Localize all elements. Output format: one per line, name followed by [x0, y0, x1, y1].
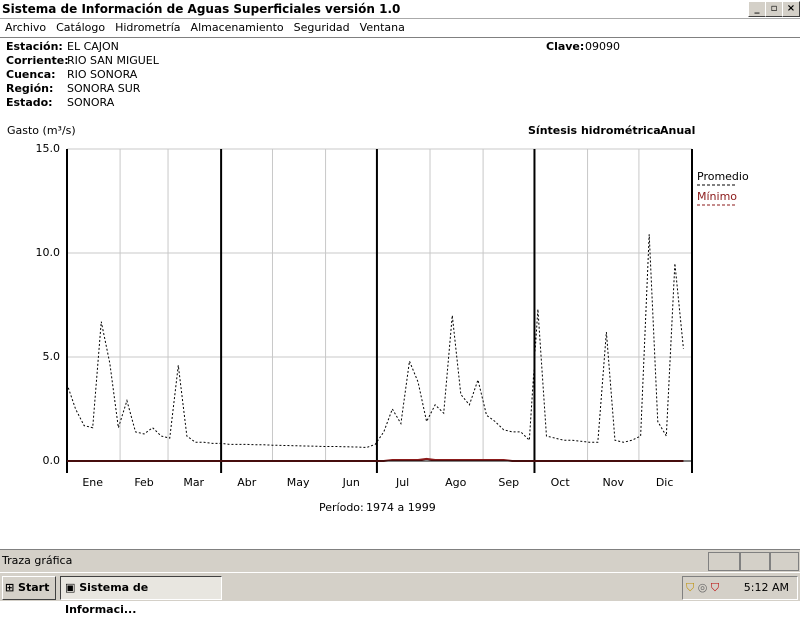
y-tick-label: 10.0: [36, 246, 61, 259]
title-bar: Sistema de Información de Aguas Superfic…: [0, 0, 800, 19]
status-bar: Traza gráfica: [0, 549, 800, 572]
subtitle: Síntesis hidrométrica: [528, 124, 661, 137]
x-tick-label: May: [287, 476, 310, 489]
tray: ⛉ ◎ ⛉ 5:12 AM: [682, 576, 798, 600]
field-value: RIO SAN MIGUEL: [67, 54, 160, 67]
field-label: Estación:: [6, 40, 63, 53]
task-label: Sistema de Informaci...: [65, 581, 149, 616]
x-tick-label: Ago: [445, 476, 467, 489]
task-button[interactable]: ▣ Sistema de Informaci...: [60, 576, 222, 616]
minimize-button[interactable]: _: [748, 1, 766, 17]
x-tick-label: Nov: [602, 476, 624, 489]
menu-item[interactable]: Archivo: [5, 21, 47, 34]
field-label: Región:: [6, 82, 53, 95]
y-axis-label: Gasto (m³/s): [7, 124, 76, 137]
period-label: Período:: [319, 501, 364, 514]
y-tick-label: 0.0: [43, 454, 61, 467]
clave-value: 09090: [585, 40, 620, 53]
status-text: Traza gráfica: [2, 554, 73, 567]
period-value: 1974 a 1999: [366, 501, 436, 514]
start-label: Start: [18, 581, 50, 594]
field-value: SONORA SUR: [67, 82, 141, 95]
field-value: RIO SONORA: [67, 68, 138, 81]
field-label: Cuenca:: [6, 68, 56, 81]
menu-item[interactable]: Seguridad: [293, 21, 350, 34]
menu-item[interactable]: Catálogo: [56, 21, 106, 34]
clave-label: Clave:: [546, 40, 584, 53]
status-panel: [770, 552, 799, 571]
menu-item[interactable]: Ventana: [359, 21, 405, 34]
x-tick-label: Ene: [82, 476, 103, 489]
status-panel: [740, 552, 770, 571]
field-value: EL CAJON: [67, 40, 119, 53]
menu-bar: Archivo Catálogo Hidrometría Almacenamiento…: [0, 19, 800, 38]
data-line: [66, 234, 684, 448]
menu-item[interactable]: Almacenamiento: [190, 21, 284, 34]
start-button[interactable]: ⊞ Start: [2, 576, 56, 600]
x-tick-label: Jun: [342, 476, 360, 489]
status-panel: [708, 552, 740, 571]
window-title: Sistema de Información de Aguas Superfic…: [2, 2, 401, 16]
y-tick-label: 5.0: [43, 350, 61, 363]
field-value: SONORA: [67, 96, 115, 109]
legend-label: Promedio: [697, 170, 749, 183]
menu-item[interactable]: Hidrometría: [115, 21, 181, 34]
x-tick-label: Oct: [551, 476, 571, 489]
maximize-button[interactable]: ▫: [765, 1, 783, 17]
x-tick-label: Abr: [237, 476, 257, 489]
y-tick-label: 15.0: [36, 142, 61, 155]
x-tick-label: Feb: [134, 476, 153, 489]
legend-label: Mínimo: [697, 190, 737, 203]
close-button[interactable]: ×: [782, 1, 800, 17]
field-label: Estado:: [6, 96, 53, 109]
taskbar: ⊞ Start ▣ Sistema de Informaci... ⛉ ◎ ⛉ 5…: [0, 572, 800, 616]
x-tick-label: Mar: [183, 476, 204, 489]
field-label: Corriente:: [6, 54, 69, 67]
x-tick-label: Sep: [498, 476, 519, 489]
clock: 5:12 AM: [743, 581, 789, 594]
x-tick-label: Dic: [656, 476, 674, 489]
period-type: Anual: [660, 124, 695, 137]
x-tick-label: Jul: [395, 476, 409, 489]
